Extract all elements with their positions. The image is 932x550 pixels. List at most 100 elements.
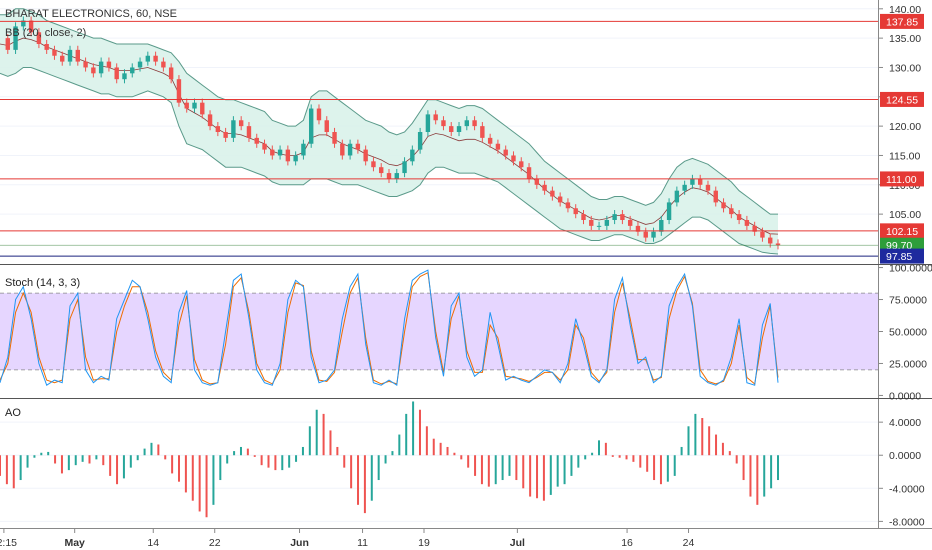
candle-body	[5, 38, 10, 50]
candle-body	[91, 67, 96, 74]
candle-body	[153, 55, 158, 62]
candle-body	[589, 220, 594, 226]
stoch-title[interactable]: Stoch (14, 3, 3)	[5, 277, 80, 289]
candle-body	[542, 184, 547, 191]
candle-body	[487, 137, 493, 144]
candle-body	[705, 184, 711, 191]
candle-body	[698, 178, 703, 185]
candle-body	[635, 225, 641, 232]
horizontal-levels	[0, 20, 878, 257]
candle-body	[775, 243, 781, 246]
price-tag-box	[880, 248, 924, 264]
time-tick-label: May	[64, 537, 85, 549]
ao-tick-label: -8.0000	[889, 516, 925, 528]
time-tick-label: 19	[418, 537, 430, 549]
candle-body	[744, 220, 750, 226]
stoch-k-line	[0, 269, 779, 387]
candle-body	[581, 214, 586, 220]
candle-body	[28, 20, 34, 33]
candle-body	[324, 120, 329, 132]
bb-indicator-title[interactable]: BB (20, close, 2)	[5, 27, 86, 39]
candle-body	[215, 126, 221, 132]
candle-body	[511, 155, 516, 162]
time-tick-label: 22	[209, 537, 221, 549]
candle-body	[231, 120, 236, 138]
stoch-band-fill	[0, 293, 878, 370]
candle-body	[83, 61, 88, 68]
price-tag-label: 102.15	[886, 226, 918, 238]
candle-body	[674, 190, 680, 203]
candle-body	[52, 49, 57, 56]
candle-body	[386, 173, 392, 179]
candle-body	[200, 102, 205, 115]
candle-body	[713, 190, 718, 203]
candle-body	[168, 67, 174, 80]
candle-body	[433, 114, 438, 121]
candle-body	[495, 143, 501, 150]
bb-middle-line	[0, 37, 779, 235]
candle-body	[98, 61, 104, 74]
candle-body	[192, 102, 197, 109]
candle-body	[402, 161, 407, 174]
ao-title[interactable]: AO	[5, 407, 21, 419]
time-tick-label: Jun	[290, 537, 309, 549]
candle-body	[137, 61, 143, 68]
candle-body	[573, 208, 578, 215]
candle-body	[690, 178, 695, 185]
candle-body	[565, 202, 571, 209]
candle-body	[736, 214, 742, 220]
price-tick-label: 115.00	[889, 150, 920, 162]
candle-body	[347, 143, 353, 156]
price-tag-label: 97.85	[886, 251, 912, 263]
price-tick-label: 120.00	[889, 121, 921, 133]
candle-body	[768, 237, 773, 244]
candle-body	[526, 167, 532, 179]
candle-body	[246, 126, 252, 138]
candle-body	[176, 79, 182, 103]
price-tick-label: 140.00	[889, 4, 921, 16]
price-tick-label: 135.00	[889, 33, 921, 45]
time-tick-label: 14	[147, 537, 159, 549]
candle-body	[309, 108, 314, 144]
ao-tick-label: 0.0000	[889, 450, 921, 462]
candle-body	[480, 126, 485, 138]
candle-body	[122, 73, 127, 80]
candle-body	[75, 49, 80, 62]
candle-body	[425, 114, 431, 132]
ao-tick-label: 4.0000	[889, 417, 921, 429]
candle-body	[44, 44, 49, 50]
candle-body	[666, 202, 672, 220]
bb-upper-line	[0, 8, 778, 215]
candle-body	[67, 49, 73, 62]
candle-body	[394, 173, 399, 179]
ao-tick-label: -4.0000	[889, 483, 925, 495]
time-tick-label: 16	[621, 537, 633, 549]
price-tag-box	[880, 171, 924, 187]
candle-body	[371, 161, 376, 168]
candle-body	[627, 220, 633, 226]
candle-body	[456, 126, 462, 132]
time-tick-label: Jul	[510, 537, 525, 549]
price-tag-box	[880, 13, 924, 29]
ao-panel: 4.0000 0.0000 -4.0000 -8.0000	[0, 401, 925, 528]
candle-body	[557, 196, 563, 203]
candle-body	[379, 167, 384, 174]
candle-body	[721, 202, 726, 209]
candle-body	[254, 137, 259, 144]
stoch-tick-label: 0.0000	[889, 390, 921, 402]
stoch-tick-label: 50.0000	[889, 327, 927, 339]
price-tag-label: 137.85	[886, 16, 918, 28]
candle-body	[519, 161, 524, 168]
candle-body	[472, 120, 477, 127]
price-tag-box	[880, 223, 924, 239]
price-tag-box	[880, 91, 924, 107]
candle-body	[145, 55, 151, 62]
candlestick-series	[5, 16, 781, 250]
candle-body	[760, 231, 765, 238]
time-axis: 12:15 May 14 22 Jun 11 19 Jul 16 24	[0, 528, 695, 549]
candle-body	[682, 184, 687, 191]
candle-body	[184, 102, 189, 109]
candle-body	[238, 120, 244, 127]
candle-body	[355, 143, 361, 150]
